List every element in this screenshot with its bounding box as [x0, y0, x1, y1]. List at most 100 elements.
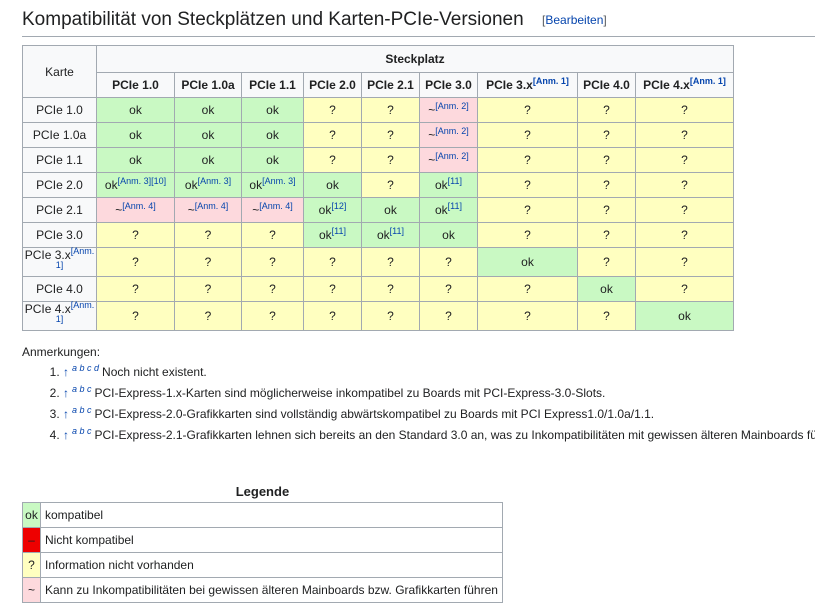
- footnote-ref[interactable]: [12]: [331, 201, 347, 211]
- footnote-ref[interactable]: [11]: [447, 201, 463, 211]
- cell-value: ?: [681, 203, 688, 217]
- row-header-label: PCIe 4.0: [36, 282, 83, 296]
- cell-value: ok: [184, 178, 198, 192]
- compat-cell: ?: [174, 276, 242, 302]
- footnote-ref[interactable]: [Anm. 4]: [122, 201, 156, 211]
- row-header: PCIe 1.1: [22, 147, 97, 173]
- backlink-arrow-icon[interactable]: ↑: [63, 365, 69, 379]
- compat-cell: ?: [477, 97, 578, 123]
- compat-cell: ?: [96, 301, 175, 331]
- footnote-ref[interactable]: [Anm. 3]: [262, 176, 296, 186]
- cell-value: ?: [603, 203, 610, 217]
- compat-cell: ?: [96, 222, 175, 248]
- footnote-ref[interactable]: [11]: [331, 226, 347, 236]
- cell-value: ?: [681, 228, 688, 242]
- compat-cell: ?: [577, 172, 636, 198]
- cell-value: ?: [681, 255, 688, 269]
- table-row: PCIe 4.0??????? ok?: [22, 276, 734, 302]
- backlink-arrow-icon[interactable]: ↑: [63, 428, 69, 442]
- column-header-label: PCIe 2.1: [367, 78, 414, 92]
- footnote-ref[interactable]: [Anm. 4]: [259, 201, 293, 211]
- compat-cell: ?: [419, 247, 478, 277]
- compat-cell: ?: [635, 222, 734, 248]
- footnote-ref[interactable]: [Anm. 2]: [435, 101, 469, 111]
- compat-cell: ?: [96, 276, 175, 302]
- backlink-letters[interactable]: a b c d: [72, 363, 100, 373]
- footnote-ref[interactable]: [Anm. 1]: [55, 246, 95, 270]
- compat-cell: ?: [361, 172, 420, 198]
- table-row: PCIe 3.x[Anm. 1]?????? ok??: [22, 246, 734, 277]
- cell-value: ok: [600, 282, 613, 296]
- compatibility-table: Karte Steckplatz PCIe 1.0 PCIe 1.0a PCIe 1…: [22, 45, 734, 331]
- karte-header: Karte: [22, 45, 97, 98]
- cell-value: ok: [249, 178, 263, 192]
- column-header-label: PCIe 3.x: [486, 78, 533, 92]
- column-header-label: PCIe 3.0: [425, 78, 472, 92]
- cell-value: ?: [204, 309, 212, 323]
- cell-value: ok: [376, 228, 390, 242]
- cell-value: ?: [524, 228, 531, 242]
- footnote-ref[interactable]: [Anm. 2]: [435, 126, 469, 136]
- section-heading: Kompatibilität von Steckplätzen und Kart…: [22, 8, 815, 37]
- footnote-ref[interactable]: [Anm. 3]: [197, 176, 232, 186]
- compat-cell: ok[11]: [419, 172, 478, 198]
- cell-value: ?: [524, 128, 531, 142]
- compat-cell: ~[Anm. 4]: [96, 197, 175, 223]
- note-text: PCI-Express-1.x-Karten sind möglicherwei…: [94, 386, 606, 400]
- cell-value: ?: [132, 309, 139, 323]
- edit-section-link[interactable]: Bearbeiten: [545, 13, 604, 27]
- backlink-letters[interactable]: a b c: [72, 384, 92, 394]
- compat-cell: ~[Anm. 2]: [419, 147, 478, 173]
- footnote-ref[interactable]: [Anm. 1]: [55, 300, 95, 324]
- cell-value: ?: [269, 309, 276, 323]
- cell-value: ~: [115, 203, 123, 217]
- compat-cell: ok: [635, 301, 734, 331]
- footnote-ref[interactable]: [Anm. 1]: [689, 76, 726, 86]
- cell-value: ?: [603, 178, 610, 192]
- footnote-ref[interactable]: [Anm. 1]: [532, 76, 569, 86]
- footnote-ref[interactable]: [11]: [389, 226, 405, 236]
- edit-section-link-wrapper: [Bearbeiten]: [542, 13, 607, 27]
- footnote-ref[interactable]: [Anm. 2]: [435, 151, 469, 161]
- compat-cell: ?: [361, 247, 420, 277]
- backlink-arrow-icon[interactable]: ↑: [63, 386, 69, 400]
- backlink-letters[interactable]: a b c: [72, 405, 92, 415]
- legend-text: Nicht kompatibel: [40, 527, 503, 553]
- cell-value: ok: [201, 153, 215, 167]
- cell-value: ?: [387, 103, 394, 117]
- backlink-letters[interactable]: a b c: [72, 426, 92, 436]
- compat-cell: ?: [361, 122, 420, 148]
- legend-row: ? Information nicht vorhanden: [22, 552, 503, 578]
- cell-value: ok: [434, 178, 448, 192]
- cell-value: ok: [326, 178, 339, 192]
- compat-cell: ?: [577, 222, 636, 248]
- row-header: PCIe 1.0a: [22, 122, 97, 148]
- cell-value: ?: [329, 153, 336, 167]
- compat-cell: ?: [96, 247, 175, 277]
- cell-value: ok: [266, 128, 279, 142]
- legend-caption: Legende: [235, 484, 290, 499]
- cell-value: ?: [681, 103, 688, 117]
- footnote-ref[interactable]: [Anm. 4]: [194, 201, 229, 211]
- column-header-label: PCIe 4.x: [643, 78, 690, 92]
- compat-cell: ?: [241, 301, 304, 331]
- cell-value: ?: [132, 282, 139, 296]
- compat-cell: ?: [174, 247, 242, 277]
- compat-cell: ?: [241, 222, 304, 248]
- footnote-ref[interactable]: [11]: [447, 176, 463, 186]
- compat-cell: ok: [174, 147, 242, 173]
- backlink-arrow-icon[interactable]: ↑: [63, 407, 69, 421]
- cell-value: ?: [329, 282, 336, 296]
- cell-value: ?: [132, 255, 139, 269]
- cell-value: ok: [201, 128, 215, 142]
- cell-value: ?: [387, 128, 394, 142]
- notes-label: Anmerkungen:: [22, 345, 101, 359]
- legend-row: ~ Kann zu Inkompatibilitäten bei gewissen…: [22, 577, 503, 603]
- compat-cell: ~[Anm. 2]: [419, 122, 478, 148]
- footnote-ref[interactable]: [Anm. 3][10]: [117, 176, 167, 186]
- compat-cell: ok[11]: [303, 222, 362, 248]
- cell-value: ?: [329, 103, 336, 117]
- legend-symbol: ok: [22, 502, 41, 528]
